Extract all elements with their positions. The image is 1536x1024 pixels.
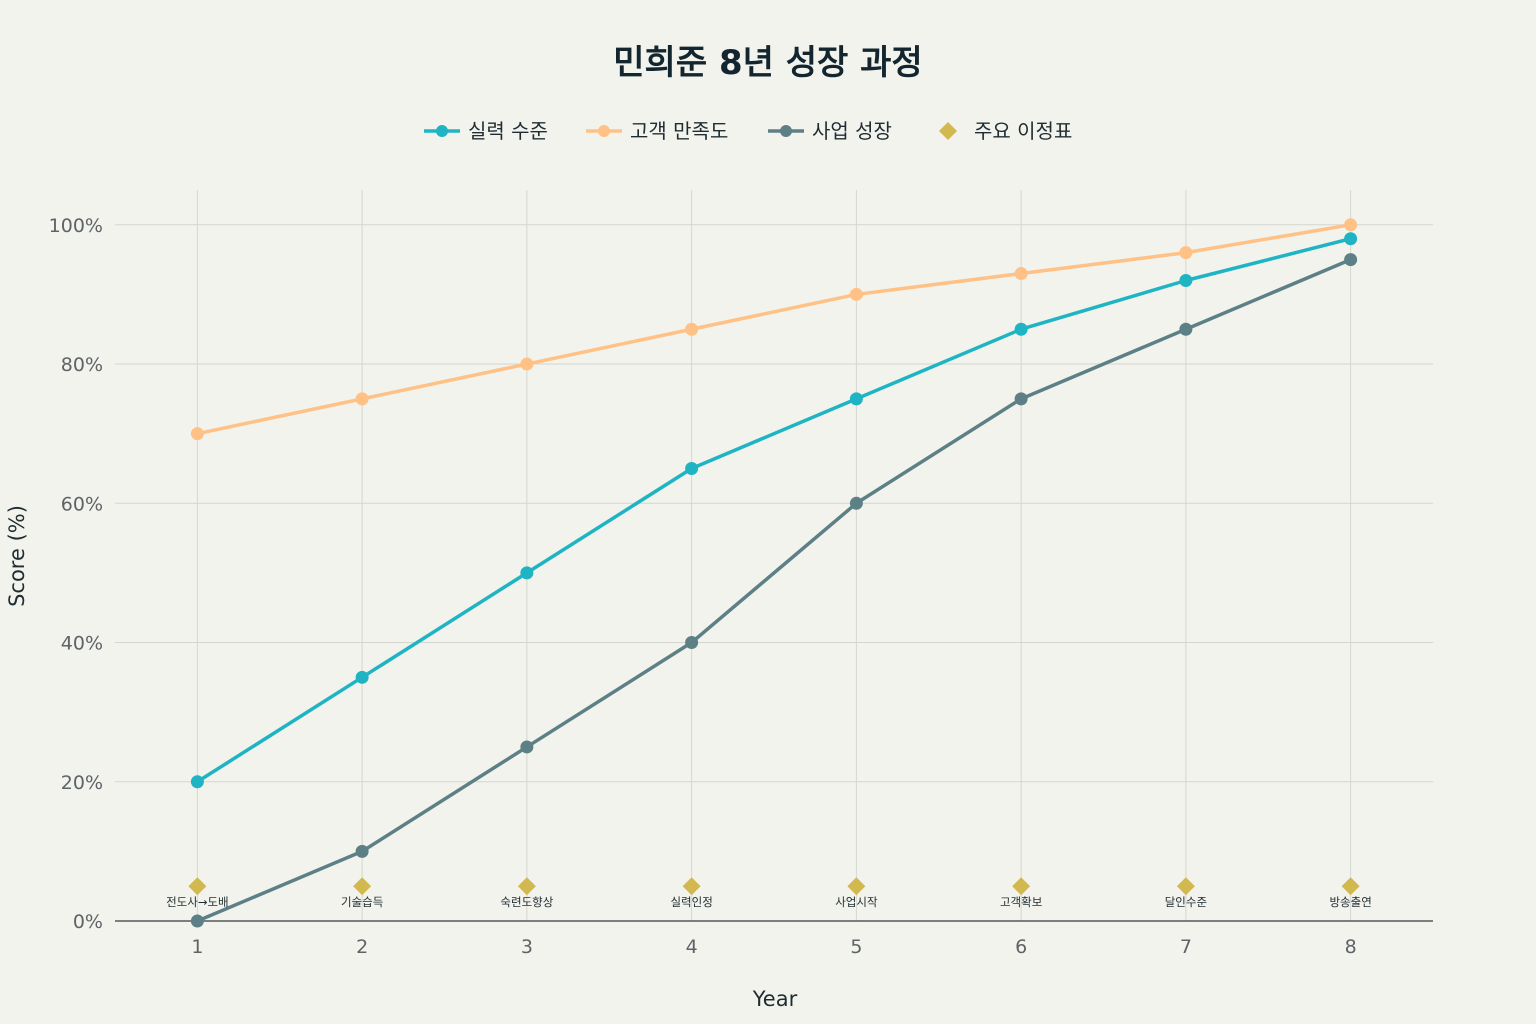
x-tick-label: 2 — [356, 936, 368, 958]
y-axis: 0% 20% 40% 60% 80% 100% — [49, 215, 103, 933]
data-point — [1014, 322, 1028, 336]
x-tick-label: 8 — [1345, 936, 1357, 958]
y-tick-label: 0% — [73, 911, 103, 933]
x-tick-label: 6 — [1015, 936, 1027, 958]
legend: 실력 수준 고객 만족도 사업 성장 주요 이정표 — [424, 119, 1072, 143]
data-point — [1344, 232, 1358, 246]
milestone-marker — [1176, 877, 1195, 896]
data-point — [190, 914, 204, 928]
milestone-marker — [847, 877, 866, 896]
legend-swatch-marker — [598, 125, 610, 137]
series-line — [197, 223, 1351, 436]
data-point — [520, 566, 534, 580]
data-point — [1344, 218, 1358, 232]
data-point — [1179, 274, 1193, 288]
data-point — [1014, 392, 1028, 406]
data-point — [1344, 253, 1358, 267]
milestone-label: 달인수준 — [1165, 895, 1207, 909]
legend-item: 사업 성장 — [768, 119, 892, 143]
data-point — [190, 427, 204, 441]
x-tick-label: 4 — [686, 936, 698, 958]
milestone-label: 기술습득 — [341, 895, 383, 909]
data-point — [849, 392, 863, 406]
y-axis-title: Score (%) — [5, 505, 29, 607]
data-point — [685, 636, 699, 650]
data-point — [355, 670, 369, 684]
series-3 — [190, 253, 1358, 928]
milestone-label: 숙련도향상 — [500, 895, 553, 909]
milestone-marker — [682, 877, 701, 896]
data-point — [685, 461, 699, 475]
y-tick-label: 60% — [61, 493, 103, 515]
legend-swatch-marker — [780, 125, 792, 137]
data-point — [1014, 267, 1028, 281]
milestone-marker — [188, 877, 207, 896]
milestone-marker — [1012, 877, 1031, 896]
milestone-marker — [517, 877, 536, 896]
legend-item: 주요 이정표 — [939, 119, 1072, 143]
series-group — [190, 218, 1358, 928]
legend-swatch-marker — [436, 125, 448, 137]
x-tick-label: 3 — [521, 936, 533, 958]
milestone-label: 고객확보 — [1000, 895, 1042, 909]
legend-swatch — [939, 122, 957, 140]
series-line — [196, 237, 1352, 784]
milestone-label: 방송출연 — [1329, 895, 1371, 909]
milestone-marker — [1341, 877, 1360, 896]
x-tick-label: 5 — [850, 936, 862, 958]
data-point — [849, 496, 863, 510]
x-tick-label: 1 — [191, 936, 203, 958]
x-axis: 1 2 3 4 5 6 7 8 — [191, 936, 1356, 958]
data-point — [849, 287, 863, 301]
x-axis-title: Year — [752, 987, 798, 1011]
legend-label: 주요 이정표 — [974, 119, 1072, 143]
legend-item: 실력 수준 — [424, 119, 548, 143]
series-1 — [190, 232, 1358, 789]
y-tick-label: 20% — [61, 772, 103, 794]
x-tick-label: 7 — [1180, 936, 1192, 958]
data-point — [355, 844, 369, 858]
series-line — [196, 258, 1352, 923]
milestones-group: 전도사→도배 기술습득 숙련도향상 실력인정 사업시작 고객확보 달인수준 방송출연 — [166, 877, 1372, 909]
data-point — [685, 322, 699, 336]
milestone-label: 전도사→도배 — [166, 895, 229, 909]
milestone-label: 사업시작 — [835, 895, 878, 909]
legend-item: 고객 만족도 — [586, 119, 728, 143]
milestone-label: 실력인정 — [670, 895, 712, 909]
legend-label: 사업 성장 — [812, 119, 892, 143]
y-tick-label: 40% — [61, 633, 103, 655]
series-2 — [190, 218, 1358, 441]
data-point — [520, 357, 534, 371]
data-point — [520, 740, 534, 754]
y-tick-label: 80% — [61, 354, 103, 376]
data-point — [190, 775, 204, 789]
y-tick-label: 100% — [49, 215, 103, 237]
grid — [115, 190, 1433, 921]
data-point — [1179, 246, 1193, 260]
data-point — [355, 392, 369, 406]
legend-label: 고객 만족도 — [630, 119, 728, 143]
data-point — [1179, 322, 1193, 336]
chart-title: 민희준 8년 성장 과정 — [613, 43, 922, 83]
legend-label: 실력 수준 — [468, 119, 548, 143]
milestone-marker — [353, 877, 372, 896]
